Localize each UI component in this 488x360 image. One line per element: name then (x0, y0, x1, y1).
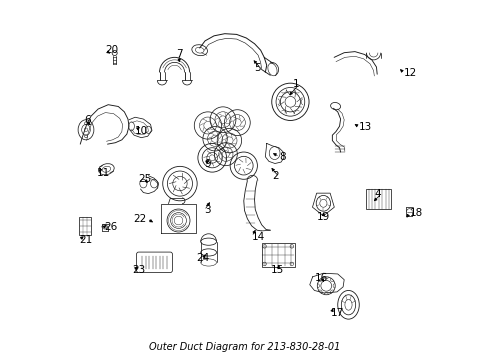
Bar (366, 189, 390, 210)
Text: 15: 15 (270, 265, 284, 275)
Text: 17: 17 (330, 309, 344, 318)
Text: 4: 4 (373, 189, 380, 199)
Text: 25: 25 (138, 174, 151, 184)
Text: 24: 24 (196, 253, 209, 263)
Text: 21: 21 (79, 235, 92, 245)
Text: 12: 12 (403, 68, 416, 78)
Text: 3: 3 (204, 206, 210, 216)
Text: 9: 9 (204, 159, 210, 169)
Text: 1: 1 (292, 79, 299, 89)
Text: 2: 2 (271, 171, 278, 181)
Text: 16: 16 (314, 273, 327, 283)
Text: 26: 26 (104, 222, 117, 232)
Text: 10: 10 (135, 126, 148, 135)
Text: 19: 19 (316, 212, 329, 221)
Bar (261, 243, 294, 267)
Text: Outer Duct Diagram for 213-830-28-01: Outer Duct Diagram for 213-830-28-01 (148, 342, 340, 352)
Text: 5: 5 (253, 63, 260, 73)
Text: 11: 11 (97, 168, 110, 178)
Text: 13: 13 (359, 122, 372, 132)
Text: 22: 22 (133, 214, 147, 224)
Text: 6: 6 (83, 115, 90, 125)
Text: 20: 20 (105, 45, 118, 55)
Text: 8: 8 (279, 152, 285, 162)
Text: 23: 23 (132, 265, 145, 275)
Text: 18: 18 (408, 208, 422, 218)
Text: 14: 14 (251, 232, 264, 242)
Bar (79, 217, 91, 234)
Text: 7: 7 (176, 49, 182, 59)
